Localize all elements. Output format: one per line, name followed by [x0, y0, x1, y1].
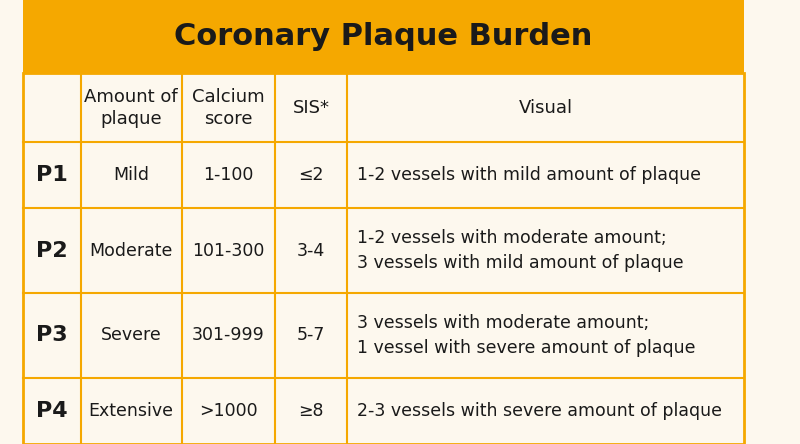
FancyBboxPatch shape	[23, 0, 744, 73]
Text: P1: P1	[36, 165, 68, 185]
Text: ≥8: ≥8	[298, 402, 324, 420]
Text: ≤2: ≤2	[298, 166, 324, 184]
Text: P4: P4	[36, 401, 68, 421]
Text: 301-999: 301-999	[192, 326, 265, 345]
Text: P2: P2	[36, 241, 68, 261]
Text: SIS*: SIS*	[293, 99, 330, 117]
FancyBboxPatch shape	[23, 73, 744, 444]
Text: 3-4: 3-4	[297, 242, 326, 260]
Text: Coronary Plaque Burden: Coronary Plaque Burden	[174, 22, 593, 51]
Text: P3: P3	[36, 325, 68, 345]
Text: 1-100: 1-100	[203, 166, 254, 184]
Text: >1000: >1000	[199, 402, 258, 420]
Text: Visual: Visual	[518, 99, 573, 117]
Text: 101-300: 101-300	[192, 242, 265, 260]
Text: 1-2 vessels with mild amount of plaque: 1-2 vessels with mild amount of plaque	[357, 166, 701, 184]
Text: Amount of
plaque: Amount of plaque	[84, 87, 178, 128]
Text: 2-3 vessels with severe amount of plaque: 2-3 vessels with severe amount of plaque	[357, 402, 722, 420]
Text: Calcium
score: Calcium score	[192, 87, 265, 128]
Text: 1-2 vessels with moderate amount;
3 vessels with mild amount of plaque: 1-2 vessels with moderate amount; 3 vess…	[357, 229, 683, 272]
Text: 5-7: 5-7	[297, 326, 326, 345]
Text: Moderate: Moderate	[90, 242, 173, 260]
Text: 3 vessels with moderate amount;
1 vessel with severe amount of plaque: 3 vessels with moderate amount; 1 vessel…	[357, 314, 695, 357]
Text: Extensive: Extensive	[89, 402, 174, 420]
Text: Mild: Mild	[113, 166, 149, 184]
Text: Severe: Severe	[101, 326, 162, 345]
